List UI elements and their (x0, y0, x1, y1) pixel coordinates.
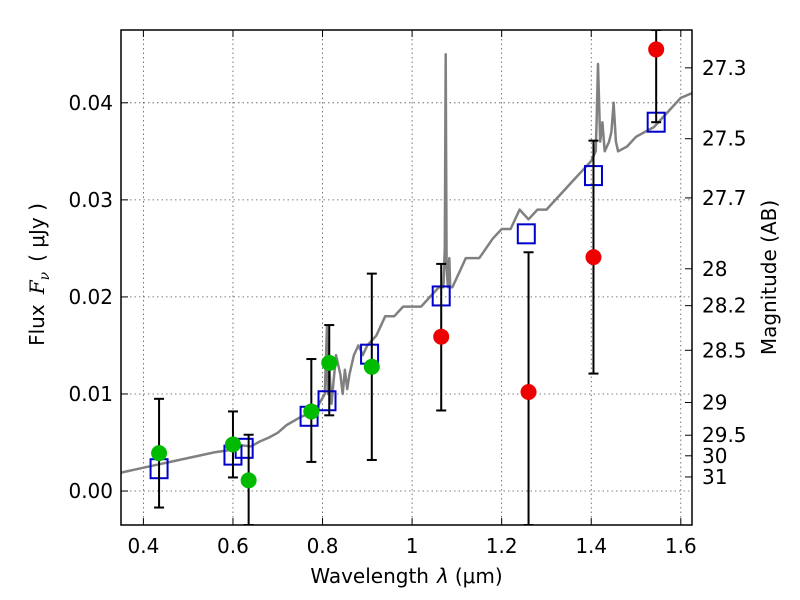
green-observed-point (224, 436, 241, 453)
y-tick-label: 0.02 (68, 285, 113, 309)
plot-frame (120, 29, 693, 526)
x-axis-title-text: Wavelength (310, 564, 429, 588)
y-tick-label: 0.01 (68, 382, 113, 406)
x-tick-label: 0.8 (307, 534, 339, 558)
template-spectrum-line (121, 53, 692, 474)
x-tick-label: 1 (406, 534, 419, 558)
model-flux-square (516, 223, 536, 245)
magnitude-tick-label: 31 (702, 465, 727, 489)
y-axis-title-text: Flux (25, 304, 49, 346)
y-axis-unit: ( μJy ) (25, 203, 49, 262)
x-axis-title: Wavelength λ (μm) (310, 564, 502, 588)
x-tick-label: 0.6 (217, 534, 249, 558)
x-tick-label: 1.4 (575, 534, 607, 558)
magnitude-tick-label: 27.3 (702, 56, 747, 80)
y-tick-label: 0.04 (68, 91, 113, 115)
green-observed-point (303, 403, 320, 420)
tick-layer: 0.4 0.6 0.8 1 1.2 1.4 1.6 0.00 0.01 0.02 0.03 0.04 2… (68, 30, 747, 558)
magnitude-tick-label: 28 (702, 257, 727, 281)
magnitude-tick-label: 28.2 (702, 294, 747, 318)
green-observed-point (363, 358, 380, 375)
x-tick-label: 1.2 (486, 534, 518, 558)
y-tick-label: 0.00 (68, 479, 113, 503)
red-observed-point (585, 249, 602, 266)
y-axis-symbol-sub: ν (37, 271, 53, 280)
data-layer (121, 30, 692, 525)
magnitude-tick-label: 27.5 (702, 127, 747, 151)
red-observed-point (648, 41, 665, 58)
magnitude-tick-label: 28.5 (702, 338, 747, 362)
magnitude-tick-label: 29 (702, 391, 727, 415)
green-observed-point (321, 354, 338, 371)
red-observed-point (433, 328, 450, 345)
model-flux-square (317, 390, 337, 412)
x-axis-unit: (μm) (455, 564, 503, 588)
x-axis-symbol: λ (436, 564, 449, 588)
y-axis-title: Flux Fν ( μJy ) (25, 203, 53, 346)
red-observed-point (520, 384, 537, 401)
x-tick-label: 0.4 (127, 534, 159, 558)
green-observed-point (151, 445, 168, 462)
magnitude-tick-label: 30 (702, 444, 727, 468)
green-observed-point (240, 472, 257, 489)
y-axis-symbol: F (25, 279, 49, 295)
magnitude-axis-title: Magnitude (AB) (757, 200, 781, 355)
magnitude-tick-label: 27.7 (702, 186, 747, 210)
x-tick-label: 1.6 (665, 534, 697, 558)
y-tick-label: 0.03 (68, 188, 113, 212)
magnitude-tick-label: 29.5 (702, 423, 747, 447)
grid-layer (121, 30, 692, 525)
